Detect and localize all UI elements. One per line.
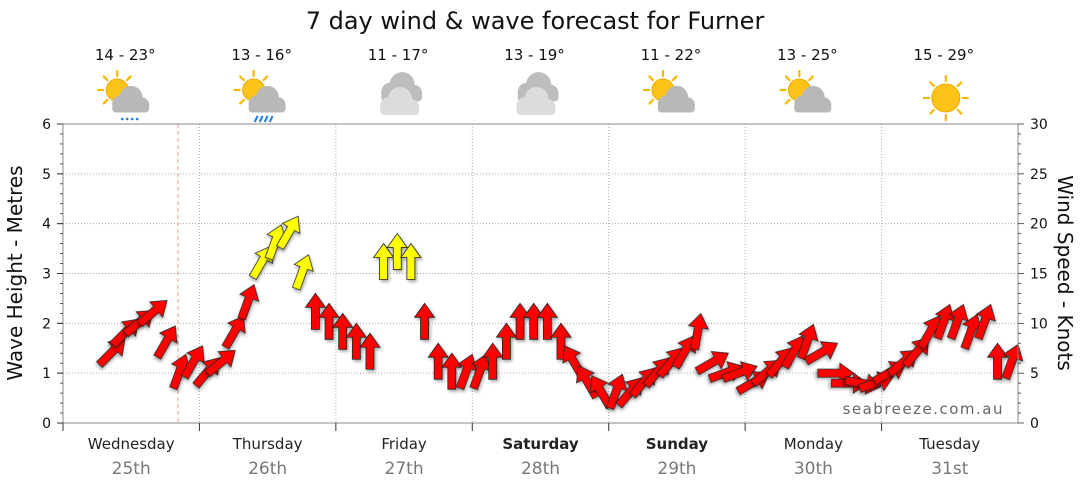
wind-arrow: [721, 361, 758, 383]
wind-arrow: [345, 322, 368, 360]
wind-arrow: [550, 322, 572, 360]
partly-cloudy-icon: [642, 69, 695, 113]
wind-arrows: [96, 215, 1024, 411]
temperature-range: 13 - 19°: [504, 46, 565, 64]
wind-arrow: [386, 232, 409, 270]
left-tick-label: 3: [42, 267, 51, 283]
temperature-row: 14 - 23° 13 - 16° 11 - 17° 13 - 19° 11 - 22°…: [95, 46, 974, 64]
wind-arrow: [372, 242, 395, 280]
wind-arrow: [400, 242, 422, 280]
temperature-range: 14 - 23°: [95, 46, 156, 64]
left-tick-label: 0: [42, 416, 51, 432]
cloudy-icon: [516, 72, 559, 115]
day-name: Tuesday: [918, 435, 980, 453]
wind-arrow: [694, 351, 729, 376]
day-date: 31st: [931, 459, 968, 479]
right-tick-label: 15: [1030, 267, 1048, 283]
wind-arrow: [413, 302, 436, 340]
day-date: 28th: [521, 459, 560, 479]
right-tick-label: 5: [1030, 366, 1039, 382]
left-tick-label: 5: [42, 167, 51, 183]
wind-arrow: [687, 312, 709, 351]
wind-arrow: [221, 315, 246, 350]
day-date: 26th: [248, 459, 287, 479]
wind-arrow: [153, 325, 178, 360]
wind-arrow: [96, 338, 126, 368]
wind-arrow: [276, 215, 301, 251]
day-name: Sunday: [646, 435, 709, 453]
temperature-range: 13 - 16°: [231, 46, 292, 64]
left-tick-label: 2: [42, 316, 51, 332]
temperature-range: 15 - 29°: [913, 46, 974, 64]
wind-arrow: [331, 312, 354, 350]
day-name: Saturday: [502, 435, 579, 453]
watermark: seabreeze.com.au: [843, 400, 1004, 418]
day-date: 30th: [794, 459, 833, 479]
left-axis-ticks: 0 1 2 3 4 5 6: [42, 117, 63, 432]
wind-arrow: [318, 302, 340, 340]
temperature-range: 11 - 22°: [641, 46, 702, 64]
wind-arrow: [946, 303, 969, 341]
day-name: Monday: [784, 435, 843, 453]
day-date: 25th: [112, 459, 151, 479]
weather-icons-row: [97, 69, 969, 123]
wind-arrow: [671, 335, 696, 370]
wind-arrow: [481, 342, 504, 380]
wind-arrow: [359, 332, 381, 370]
partly-cloudy-rain-icon: [233, 69, 286, 123]
day-labels: Wednesday 25th Thursday 26th Friday 27th Satur…: [62, 423, 980, 479]
day-name: Thursday: [232, 435, 303, 453]
wind-arrow: [304, 292, 327, 330]
wind-arrow: [986, 342, 1009, 380]
right-tick-label: 20: [1030, 217, 1048, 233]
day-name: Friday: [381, 435, 427, 453]
chart-grid: [62, 124, 1019, 423]
chart-title: 7 day wind & wave forecast for Furner: [306, 7, 765, 35]
temperature-range: 13 - 25°: [777, 46, 838, 64]
wind-arrow: [204, 349, 236, 378]
wind-arrow: [803, 341, 839, 366]
left-tick-label: 6: [42, 117, 51, 133]
day-date: 27th: [385, 459, 424, 479]
partly-cloudy-icon: [779, 69, 832, 113]
cloudy-icon: [380, 72, 423, 115]
wind-arrow: [441, 352, 463, 390]
day-date: 29th: [657, 459, 696, 479]
right-axis-label: Wind Speed - Knots: [1053, 175, 1077, 371]
wind-arrow: [237, 283, 260, 321]
right-tick-label: 10: [1030, 316, 1048, 332]
right-axis-ticks: 0 5 10 15 20 25 30: [1018, 117, 1048, 432]
day-name: Wednesday: [88, 435, 175, 453]
wind-arrow: [427, 342, 449, 380]
wind-arrow: [136, 300, 168, 328]
wind-arrow: [495, 322, 518, 360]
partly-cloudy-showers-icon: [97, 69, 150, 121]
wind-arrow: [974, 303, 996, 341]
right-tick-label: 30: [1030, 117, 1048, 133]
left-tick-label: 4: [42, 217, 51, 233]
wind-arrow: [1001, 343, 1024, 381]
wind-arrow: [292, 254, 314, 291]
left-axis-label: Wave Height - Metres: [3, 165, 27, 380]
right-tick-label: 0: [1030, 416, 1039, 432]
temperature-range: 11 - 17°: [368, 46, 429, 64]
wind-arrow: [522, 302, 545, 340]
wind-arrow: [796, 323, 819, 361]
left-tick-label: 1: [42, 366, 51, 382]
wind-arrow: [536, 302, 559, 340]
sunny-icon: [922, 74, 969, 122]
right-tick-label: 25: [1030, 167, 1048, 183]
